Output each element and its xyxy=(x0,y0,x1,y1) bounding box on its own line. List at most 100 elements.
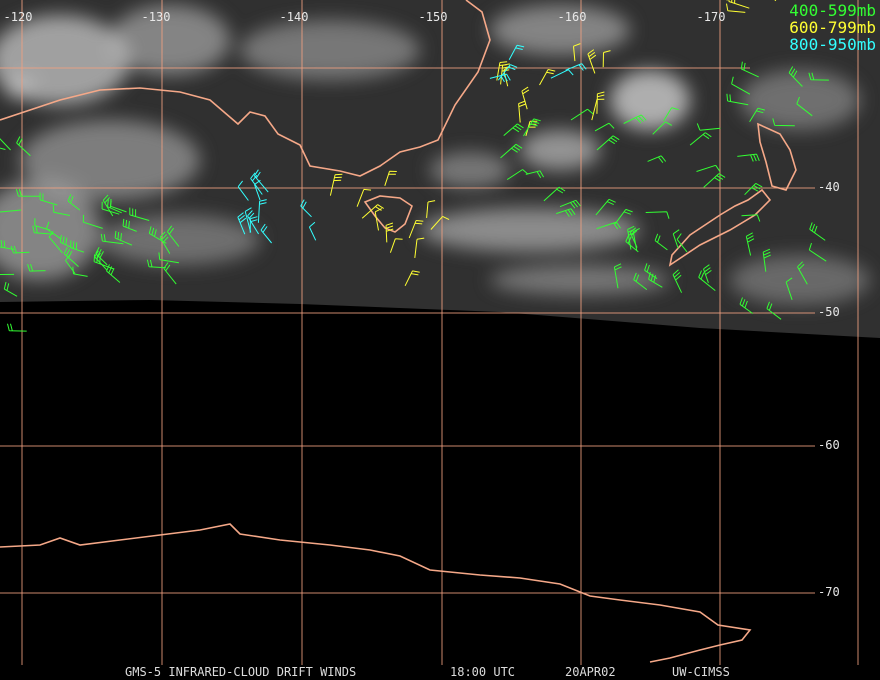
wind-barb xyxy=(737,153,760,162)
legend-entry: 800-950mb xyxy=(789,35,876,54)
wind-barb xyxy=(300,199,312,218)
wind-barb xyxy=(731,76,751,95)
wind-barb xyxy=(496,61,508,81)
wind-barb xyxy=(652,121,673,135)
wind-barb xyxy=(613,263,622,289)
wind-barb xyxy=(654,233,668,251)
coastline-new-zealand-south xyxy=(668,188,772,267)
wind-barb xyxy=(48,230,63,254)
wind-barb xyxy=(148,226,167,244)
wind-barb xyxy=(100,233,124,245)
cloud-imagery xyxy=(0,0,880,338)
wind-barb xyxy=(247,210,260,235)
wind-barb xyxy=(0,209,22,213)
wind-barb xyxy=(257,199,267,223)
wind-barb xyxy=(785,277,793,300)
coastline-tasmania xyxy=(363,195,413,233)
wind-barb xyxy=(114,230,133,246)
wind-barb xyxy=(94,250,108,271)
wind-barb xyxy=(46,221,62,240)
wind-barb xyxy=(159,231,171,254)
wind-barb xyxy=(632,227,640,251)
latitude-label: -70 xyxy=(818,585,840,599)
wind-barb xyxy=(16,136,31,157)
wind-barb xyxy=(676,233,688,253)
wind-barb xyxy=(107,199,122,214)
wind-barb xyxy=(67,194,81,211)
longitude-label: -160 xyxy=(558,10,587,24)
wind-barb xyxy=(404,270,420,287)
longitude-labels: -120 -130 -140 -150 -160 -170 xyxy=(4,10,726,24)
wind-barb xyxy=(70,240,85,253)
coastline-new-zealand-north xyxy=(757,122,797,191)
wind-barb xyxy=(809,222,826,241)
longitude-label: -120 xyxy=(4,10,33,24)
wind-barb xyxy=(570,108,594,121)
wind-barb xyxy=(741,214,761,222)
graticule xyxy=(0,0,859,665)
wind-barb xyxy=(408,220,424,239)
wind-barb xyxy=(556,208,576,217)
wind-barb xyxy=(596,91,605,114)
footer: GMS-5 INFRARED-CLOUD DRIFT WINDS 18:00 U… xyxy=(125,665,730,679)
wind-barb xyxy=(82,214,103,229)
wind-barb xyxy=(587,49,597,74)
coastlines xyxy=(0,0,797,663)
footer-source: UW-CIMSS xyxy=(672,665,730,679)
wind-barb xyxy=(93,254,115,270)
wind-barb xyxy=(696,164,721,172)
wind-barb xyxy=(808,242,827,262)
wind-barb xyxy=(106,264,121,283)
wind-barb xyxy=(308,221,317,241)
wind-barb xyxy=(521,86,530,110)
longitude-label: -130 xyxy=(142,10,171,24)
longitude-label: -140 xyxy=(280,10,309,24)
wind-barb xyxy=(7,323,27,332)
wind-barb xyxy=(627,225,636,250)
latitude-labels: -40 -50 -60 -70 xyxy=(818,180,840,599)
coastline-antarctica xyxy=(0,523,752,663)
wind-barb xyxy=(166,225,180,247)
wind-barb xyxy=(244,207,252,233)
wind-barb xyxy=(703,264,712,283)
wind-barb xyxy=(772,118,795,127)
wind-barb xyxy=(101,201,120,215)
wind-barb xyxy=(565,63,587,71)
wind-barb xyxy=(591,98,605,121)
legend-entry: 400-599mb xyxy=(789,1,876,20)
wind-barb xyxy=(696,123,721,131)
wind-barb xyxy=(698,270,716,291)
wind-barb xyxy=(497,64,518,81)
wind-barb xyxy=(663,107,679,122)
wind-barb xyxy=(3,281,18,297)
wind-barb xyxy=(95,246,108,266)
wind-barb xyxy=(728,0,750,9)
wind-barb xyxy=(506,169,529,181)
wind-barb xyxy=(329,173,343,196)
wind-barb xyxy=(726,93,749,106)
latitude-label: -40 xyxy=(818,180,840,194)
latitude-label: -50 xyxy=(818,305,840,319)
wind-barb xyxy=(414,237,425,258)
wind-barb xyxy=(596,135,620,151)
wind-barb xyxy=(647,155,667,164)
wind-barb xyxy=(689,132,712,146)
footer-title: GMS-5 INFRARED-CLOUD DRIFT WINDS xyxy=(125,665,356,679)
wind-barb xyxy=(102,194,114,217)
wind-barb xyxy=(595,198,616,216)
wind-barb xyxy=(633,272,648,290)
wind-barb xyxy=(503,123,524,136)
wind-barb xyxy=(648,272,663,288)
wind-barb xyxy=(672,269,683,293)
wind-barb xyxy=(52,204,70,216)
wind-barb xyxy=(559,199,581,209)
wind-barb xyxy=(602,50,611,68)
coastline-australia xyxy=(0,0,491,177)
wind-barb xyxy=(374,208,383,231)
wind-barb xyxy=(508,44,525,60)
wind-barb xyxy=(15,188,41,197)
wind-barb xyxy=(623,114,647,124)
wind-barb xyxy=(146,259,166,269)
wind-barb xyxy=(788,66,803,87)
